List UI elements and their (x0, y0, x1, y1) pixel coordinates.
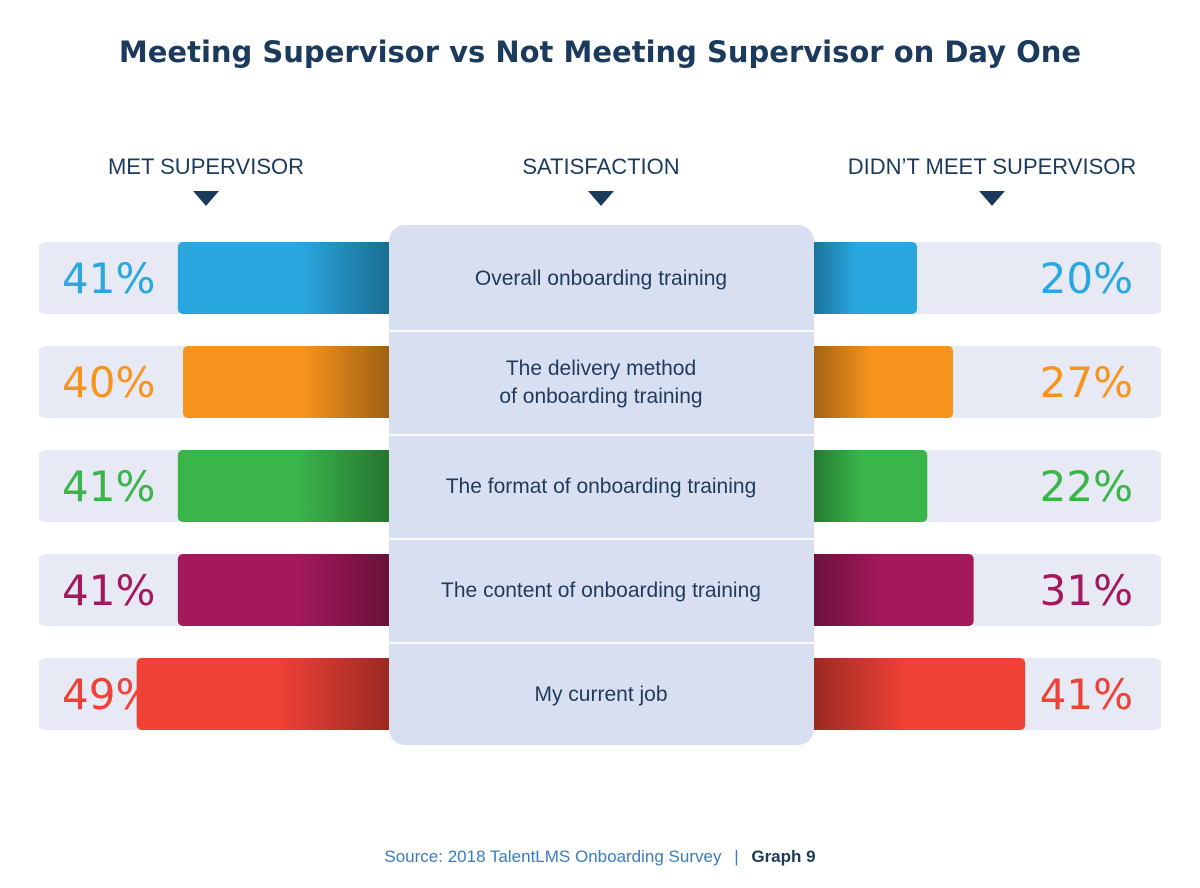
satisfaction-panel (389, 225, 814, 745)
left-column-header: MET SUPERVISOR (108, 154, 304, 179)
category-label: My current job (534, 683, 667, 706)
bar-didnt-meet-supervisor (806, 242, 917, 314)
category-label: The format of onboarding training (446, 475, 757, 498)
percent-label-didnt-meet: 20% (1040, 254, 1133, 303)
percent-label-met: 40% (62, 358, 155, 407)
percent-label-met: 49% (62, 670, 155, 719)
percent-label-didnt-meet: 27% (1040, 358, 1133, 407)
percent-label-didnt-meet: 31% (1040, 566, 1133, 615)
left-header-arrow-icon (193, 191, 219, 206)
center-header-arrow-icon (588, 191, 614, 206)
category-label: Overall onboarding training (475, 267, 727, 290)
right-column-header: DIDN’T MEET SUPERVISOR (848, 154, 1137, 179)
category-label: The content of onboarding training (441, 579, 761, 602)
percent-labels: 41% 20% 40% 27% 41% 22% 41% 31% 49% 41% (62, 254, 1133, 719)
bar-didnt-meet-supervisor (806, 346, 954, 418)
bar-met-supervisor (177, 450, 397, 522)
bar-met-supervisor (183, 346, 397, 418)
percent-label-met: 41% (62, 254, 155, 303)
source-note: Source: 2018 TalentLMS Onboarding Survey… (384, 847, 815, 866)
bar-met-supervisor (136, 658, 397, 730)
category-labels: Overall onboarding training The delivery … (441, 267, 761, 706)
center-column-header: SATISFACTION (522, 154, 679, 179)
category-label: The delivery method of onboarding trainin… (499, 357, 702, 408)
percent-label-met: 41% (62, 566, 155, 615)
bar-didnt-meet-supervisor (806, 450, 928, 522)
percent-label-didnt-meet: 41% (1040, 670, 1133, 719)
percent-label-met: 41% (62, 462, 155, 511)
right-header-arrow-icon (979, 191, 1005, 206)
source-separator: | (734, 847, 738, 866)
bar-met-supervisor (177, 242, 397, 314)
panel-dividers (389, 330, 814, 644)
source-text: Source: 2018 TalentLMS Onboarding Survey (384, 847, 722, 866)
bar-didnt-meet-supervisor (806, 658, 1026, 730)
bar-met-supervisor (177, 554, 397, 626)
chart-title: Meeting Supervisor vs Not Meeting Superv… (119, 35, 1081, 69)
bars (136, 242, 1026, 730)
percent-label-didnt-meet: 22% (1040, 462, 1133, 511)
bar-didnt-meet-supervisor (806, 554, 974, 626)
graph-number: Graph 9 (751, 847, 815, 866)
